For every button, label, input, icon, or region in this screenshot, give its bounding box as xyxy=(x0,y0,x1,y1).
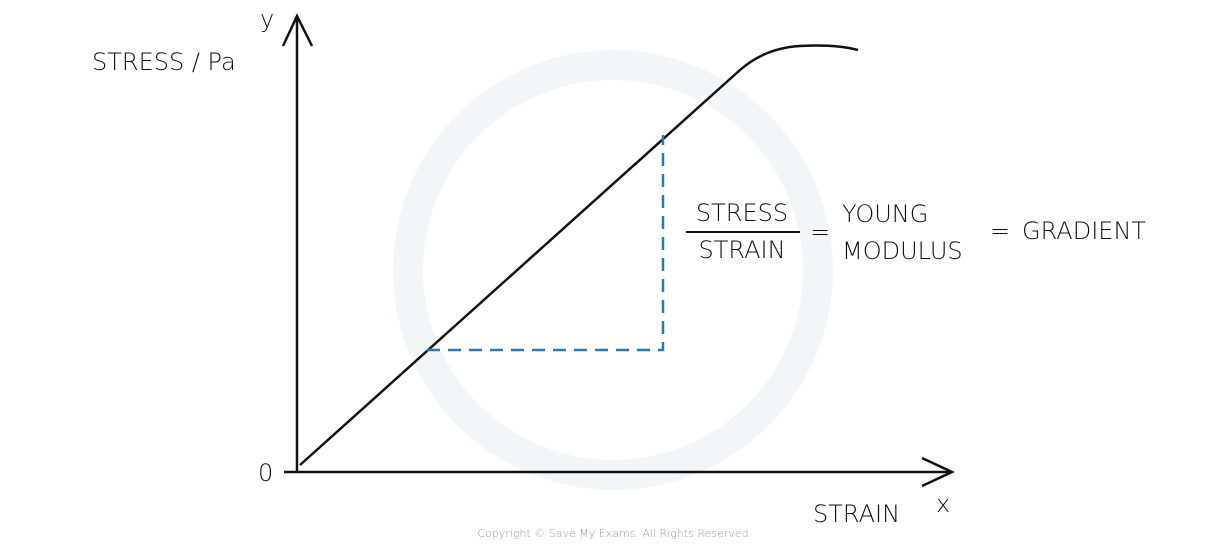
x-arrow xyxy=(921,456,955,488)
gradient-triangle xyxy=(427,135,665,352)
watermark xyxy=(393,50,833,490)
y-label: STRESS / Pa xyxy=(92,48,236,76)
x-symbol: x xyxy=(936,490,950,518)
numerator: STRESS xyxy=(696,199,788,227)
y-symbol: y xyxy=(260,5,274,33)
stress-strain-curve xyxy=(299,44,859,466)
copyright: Copyright © Save My Exams. All Rights Re… xyxy=(477,527,748,540)
equals: = xyxy=(810,218,830,246)
equals: = xyxy=(990,217,1010,245)
y-arrow xyxy=(281,13,314,47)
term-line: YOUNG xyxy=(842,200,928,228)
x-label: STRAIN xyxy=(813,500,900,528)
origin-label: 0 xyxy=(258,459,273,487)
denominator: STRAIN xyxy=(698,236,785,264)
result: GRADIENT xyxy=(1022,217,1146,245)
term-line: MODULUS xyxy=(842,237,963,265)
